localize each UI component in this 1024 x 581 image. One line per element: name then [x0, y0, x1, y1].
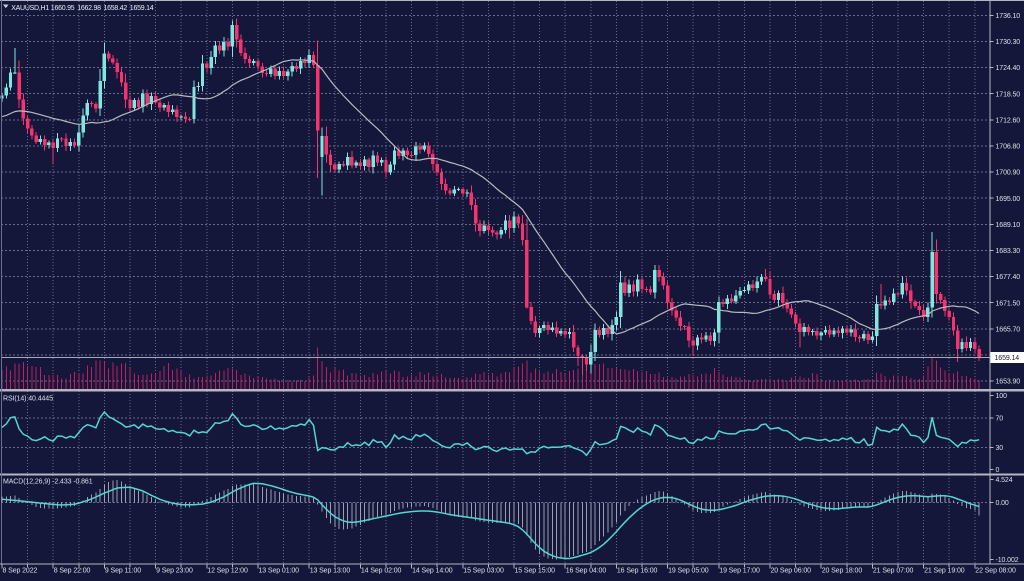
- svg-text:1653.90: 1653.90: [996, 379, 1021, 386]
- svg-text:22 Sep 08:00: 22 Sep 08:00: [975, 567, 1016, 574]
- svg-text:1706.80: 1706.80: [996, 144, 1021, 151]
- svg-text:21 Sep 07:00: 21 Sep 07:00: [873, 567, 914, 574]
- svg-text:1712.60: 1712.60: [996, 117, 1021, 124]
- svg-text:1730.30: 1730.30: [996, 39, 1021, 46]
- svg-text:4.524: 4.524: [996, 477, 1013, 484]
- svg-text:1658.42: 1658.42: [104, 5, 128, 12]
- svg-text:9 Sep 23:00: 9 Sep 23:00: [156, 567, 193, 574]
- svg-text:0.00: 0.00: [996, 500, 1009, 507]
- svg-text:MACD(12,26,9) -2.433 -0.861: MACD(12,26,9) -2.433 -0.861: [3, 479, 93, 486]
- svg-text:1660.95: 1660.95: [51, 5, 75, 12]
- svg-text:1736.10: 1736.10: [996, 13, 1021, 20]
- svg-text:20 Sep 06:00: 20 Sep 06:00: [771, 567, 812, 574]
- svg-text:21 Sep 19:00: 21 Sep 19:00: [924, 567, 965, 574]
- svg-text:1662.98: 1662.98: [77, 5, 101, 12]
- svg-text:15 Sep 15:00: 15 Sep 15:00: [515, 567, 556, 574]
- svg-text:0: 0: [996, 467, 1000, 474]
- svg-text:16 Sep 04:00: 16 Sep 04:00: [566, 567, 607, 574]
- svg-text:1689.10: 1689.10: [996, 222, 1021, 229]
- svg-text:1695.00: 1695.00: [996, 196, 1021, 203]
- svg-text:19 Sep 05:00: 19 Sep 05:00: [668, 567, 709, 574]
- svg-text:12 Sep 12:00: 12 Sep 12:00: [207, 567, 248, 574]
- svg-text:1718.50: 1718.50: [996, 91, 1021, 98]
- svg-text:70: 70: [996, 415, 1004, 422]
- svg-text:13 Sep 13:00: 13 Sep 13:00: [310, 567, 351, 574]
- svg-text:1659.14: 1659.14: [130, 5, 154, 12]
- svg-text:1671.50: 1671.50: [996, 300, 1021, 307]
- svg-text:1665.70: 1665.70: [996, 327, 1021, 334]
- svg-text:100: 100: [996, 393, 1008, 400]
- svg-text:1700.90: 1700.90: [996, 170, 1021, 177]
- svg-text:20 Sep 18:00: 20 Sep 18:00: [822, 567, 863, 574]
- svg-text:15 Sep 03:00: 15 Sep 03:00: [463, 567, 504, 574]
- svg-text:16 Sep 16:00: 16 Sep 16:00: [617, 567, 658, 574]
- svg-text:14 Sep 14:00: 14 Sep 14:00: [412, 567, 453, 574]
- svg-text:9 Sep 11:00: 9 Sep 11:00: [105, 567, 141, 574]
- svg-text:14 Sep 02:00: 14 Sep 02:00: [361, 567, 402, 574]
- svg-text:1683.30: 1683.30: [996, 248, 1021, 255]
- svg-text:1677.40: 1677.40: [996, 274, 1021, 281]
- svg-text:1724.40: 1724.40: [996, 65, 1021, 72]
- svg-text:19 Sep 17:00: 19 Sep 17:00: [719, 567, 760, 574]
- svg-text:1659.14: 1659.14: [995, 355, 1020, 362]
- svg-text:30: 30: [996, 445, 1004, 452]
- svg-text:13 Sep 01:00: 13 Sep 01:00: [259, 567, 300, 574]
- svg-text:8 Sep 22:00: 8 Sep 22:00: [54, 567, 91, 574]
- svg-text:-10.002: -10.002: [996, 557, 1019, 564]
- svg-text:XAUUSD,H1: XAUUSD,H1: [11, 5, 49, 12]
- svg-text:8 Sep 2022: 8 Sep 2022: [3, 567, 38, 574]
- svg-text:RSI(14) 40.4445: RSI(14) 40.4445: [3, 395, 53, 402]
